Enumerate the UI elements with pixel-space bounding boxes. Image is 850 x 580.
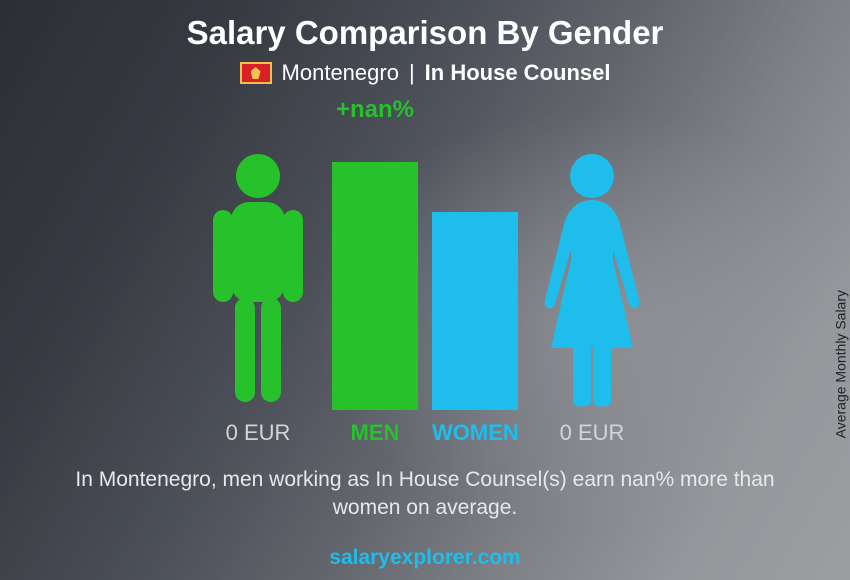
men-value-label: 0 EUR — [198, 420, 318, 446]
montenegro-flag-icon — [240, 62, 272, 84]
women-category-label: WOMEN — [432, 420, 518, 446]
job-title-label: In House Counsel — [425, 60, 611, 86]
men-bar — [332, 162, 418, 410]
subtitle-separator: | — [409, 60, 415, 86]
subtitle-row: Montenegro | In House Counsel — [240, 60, 611, 86]
summary-text: In Montenegro, men working as In House C… — [45, 466, 805, 523]
women-value-label: 0 EUR — [532, 420, 652, 446]
female-person-icon — [537, 150, 647, 410]
women-icon-column — [532, 100, 652, 410]
y-axis-label: Average Monthly Salary — [832, 290, 848, 438]
male-person-icon — [203, 150, 313, 410]
infographic-root: Salary Comparison By Gender Montenegro |… — [0, 0, 850, 580]
men-bar-column: +nan% — [332, 100, 418, 410]
men-category-label: MEN — [332, 420, 418, 446]
page-title: Salary Comparison By Gender — [187, 14, 664, 52]
chart-area: +nan% — [105, 100, 745, 410]
source-footer: salaryexplorer.com — [0, 546, 850, 570]
men-icon-column — [198, 100, 318, 410]
women-bar — [432, 212, 518, 410]
percent-difference-label: +nan% — [336, 96, 414, 124]
women-bar-column — [432, 100, 518, 410]
country-label: Montenegro — [282, 60, 399, 86]
bar-labels-row: 0 EUR MEN WOMEN 0 EUR — [105, 420, 745, 446]
